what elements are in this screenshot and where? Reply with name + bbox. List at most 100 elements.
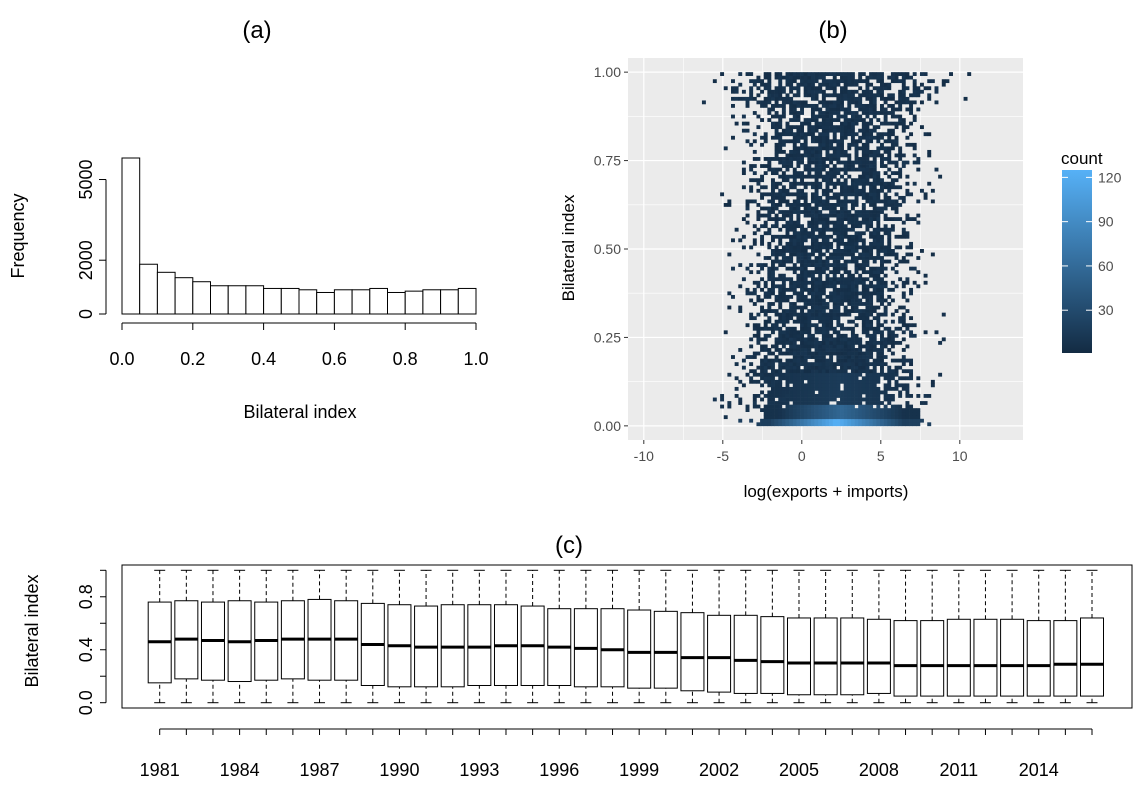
heatmap-cell bbox=[941, 82, 946, 87]
heatmap-cell bbox=[774, 149, 779, 154]
heatmap-cell bbox=[763, 348, 768, 352]
heatmap-cell bbox=[770, 365, 775, 370]
heatmap-cell bbox=[781, 89, 786, 94]
heatmap-cell bbox=[770, 181, 775, 186]
heatmap-cell bbox=[843, 309, 848, 313]
heatmap-cell bbox=[829, 404, 834, 409]
heatmap-cell bbox=[778, 103, 783, 108]
heatmap-cell bbox=[821, 220, 826, 225]
heatmap-cell bbox=[854, 333, 859, 338]
heatmap-cell bbox=[814, 72, 819, 76]
heatmap-cell bbox=[781, 185, 786, 190]
heatmap-cell bbox=[767, 79, 772, 84]
histogram-bar bbox=[422, 289, 442, 315]
heatmap-cell bbox=[760, 79, 765, 84]
heatmap-cell bbox=[836, 348, 841, 352]
heatmap-cell bbox=[818, 302, 823, 306]
heatmap-cell bbox=[752, 291, 757, 296]
heatmap-cell bbox=[774, 132, 779, 137]
heatmap-cell bbox=[785, 298, 790, 303]
heatmap-cell bbox=[767, 107, 772, 112]
heatmap-cell bbox=[821, 157, 826, 161]
heatmap-cell bbox=[843, 372, 848, 377]
heatmap-cell bbox=[800, 174, 804, 179]
heatmap-cell bbox=[843, 397, 848, 402]
heatmap-cell bbox=[861, 121, 866, 126]
heatmap-cell bbox=[745, 72, 750, 76]
heatmap-cell bbox=[781, 386, 786, 391]
heatmap-cell bbox=[789, 118, 794, 122]
heatmap-cell bbox=[832, 390, 837, 395]
heatmap-cell bbox=[887, 157, 892, 161]
heatmap-cell bbox=[814, 153, 819, 158]
heatmap-cell bbox=[770, 263, 775, 267]
heatmap-cell bbox=[854, 199, 859, 204]
heatmap-cell bbox=[909, 100, 914, 105]
heatmap-cell bbox=[789, 397, 794, 402]
heatmap-cell bbox=[934, 86, 939, 91]
heatmap-cell bbox=[800, 224, 804, 229]
heatmap-cell bbox=[836, 376, 841, 381]
heatmap-cell bbox=[880, 372, 884, 377]
heatmap-cell bbox=[850, 302, 855, 306]
heatmap-cell bbox=[829, 241, 834, 246]
heatmap-cell bbox=[810, 245, 815, 250]
heatmap-cell bbox=[807, 167, 812, 172]
heatmap-cell bbox=[785, 386, 790, 391]
heatmap-cell bbox=[905, 107, 910, 112]
heatmap-cell bbox=[814, 263, 819, 267]
heatmap-cell bbox=[789, 153, 794, 158]
heatmap-cell bbox=[785, 82, 790, 87]
heatmap-cell bbox=[800, 372, 804, 377]
heatmap-cell bbox=[872, 277, 877, 282]
heatmap-cell bbox=[774, 72, 779, 76]
heatmap-cell bbox=[836, 107, 841, 112]
heatmap-cell bbox=[832, 302, 837, 306]
heatmap-cell bbox=[789, 302, 794, 306]
heatmap-cell bbox=[796, 390, 801, 395]
heatmap-cell bbox=[840, 210, 844, 214]
heatmap-cell bbox=[829, 319, 834, 324]
heatmap-cell bbox=[807, 365, 812, 370]
heatmap-cell bbox=[843, 344, 848, 349]
heatmap-cell bbox=[865, 305, 870, 310]
heatmap-cell bbox=[752, 231, 757, 236]
heatmap-cell bbox=[836, 199, 841, 204]
heatmap-cell bbox=[909, 362, 914, 367]
heatmap-cell bbox=[821, 355, 826, 359]
heatmap-cell bbox=[796, 280, 801, 285]
heatmap-cell bbox=[843, 333, 848, 338]
heatmap-cell bbox=[850, 397, 855, 402]
heatmap-cell bbox=[887, 231, 892, 236]
heatmap-cell bbox=[814, 121, 819, 126]
heatmap-cell bbox=[861, 252, 866, 257]
heatmap-cell bbox=[825, 415, 830, 420]
heatmap-cell bbox=[872, 259, 877, 264]
heatmap-cell bbox=[800, 340, 804, 345]
heatmap-cell bbox=[876, 174, 881, 179]
heatmap-cell bbox=[814, 107, 819, 112]
heatmap-cell bbox=[825, 121, 830, 126]
heatmap-cell bbox=[792, 369, 797, 374]
heatmap-cell bbox=[800, 411, 804, 416]
heatmap-cell bbox=[865, 340, 870, 345]
heatmap-cell bbox=[829, 142, 834, 147]
heatmap-cell bbox=[894, 178, 899, 183]
heatmap-cell bbox=[781, 394, 786, 398]
heatmap-cell bbox=[767, 227, 772, 232]
heatmap-cell bbox=[861, 316, 866, 321]
heatmap-cell bbox=[905, 369, 910, 374]
heatmap-cell bbox=[890, 171, 895, 176]
heatmap-cell bbox=[850, 351, 855, 356]
heatmap-cell bbox=[865, 174, 870, 179]
heatmap-cell bbox=[861, 249, 866, 253]
heatmap-cell bbox=[836, 340, 841, 345]
heatmap-cell bbox=[840, 234, 844, 239]
heatmap-cell bbox=[869, 72, 874, 76]
heatmap-cell bbox=[887, 376, 892, 381]
heatmap-cell bbox=[800, 401, 804, 405]
heatmap-cell bbox=[861, 294, 866, 299]
heatmap-cell bbox=[763, 224, 768, 229]
heatmap-cell bbox=[814, 309, 819, 313]
heatmap-cell bbox=[778, 199, 783, 204]
